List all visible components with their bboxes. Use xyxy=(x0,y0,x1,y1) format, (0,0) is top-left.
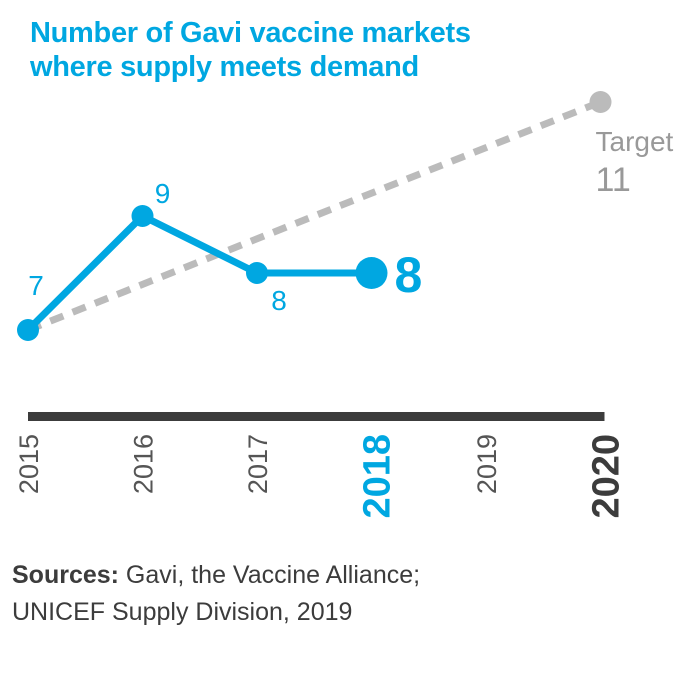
actual-series xyxy=(17,205,388,341)
sources-line-2: UNICEF Supply Division, 2019 xyxy=(12,598,353,626)
tick-label-2020: 2020 xyxy=(586,434,628,519)
sources-label: Sources: xyxy=(12,561,119,589)
tick-label-2019: 2019 xyxy=(472,434,502,494)
target-line xyxy=(26,98,602,334)
target-series xyxy=(26,91,612,334)
line-chart: Target 11 7 9 8 8 2015 2016 2017 2018 2019 2020 xyxy=(14,91,674,519)
x-axis-line xyxy=(28,412,605,421)
data-label-2017: 8 xyxy=(271,285,287,316)
tick-label-2017: 2017 xyxy=(243,434,273,494)
tick-label-2016: 2016 xyxy=(129,434,159,494)
sources-note: Sources: Gavi, the Vaccine Alliance; UNI… xyxy=(12,557,672,631)
data-label-2015: 7 xyxy=(28,270,44,301)
actual-line xyxy=(24,212,375,334)
actual-point-2018 xyxy=(355,257,388,289)
chart-title-line-1: Number of Gavi vaccine markets xyxy=(30,17,471,49)
target-point-2020 xyxy=(589,91,612,113)
data-label-2016: 9 xyxy=(155,178,171,209)
sources-line-1: Sources: Gavi, the Vaccine Alliance; xyxy=(12,557,672,594)
actual-point-2017 xyxy=(246,262,268,284)
data-label-2018: 8 xyxy=(395,247,423,303)
tick-label-2015: 2015 xyxy=(14,434,44,494)
chart-title: Number of Gavi vaccine markets where sup… xyxy=(30,16,670,84)
x-axis: 2015 2016 2017 2018 2019 2020 xyxy=(14,412,628,519)
data-labels: Target 11 7 9 8 8 xyxy=(28,126,673,316)
target-value-label: 11 xyxy=(596,161,631,199)
actual-point-2015 xyxy=(17,319,39,341)
actual-point-2016 xyxy=(131,205,154,227)
chart-title-line-2: where supply meets demand xyxy=(30,51,419,83)
tick-label-2018: 2018 xyxy=(357,434,399,519)
target-label: Target xyxy=(596,126,674,157)
sources-text-1: Gavi, the Vaccine Alliance; xyxy=(118,561,421,589)
